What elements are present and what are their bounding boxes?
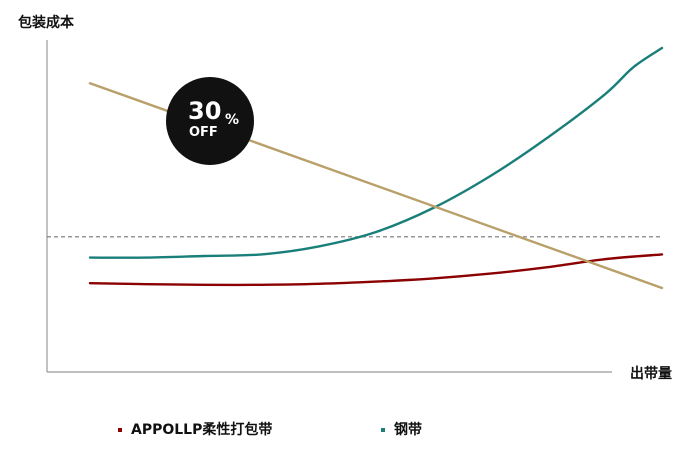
series-line-steel	[88, 46, 664, 259]
x-axis-label: 出带量	[630, 365, 672, 382]
badge-off-label: OFF	[189, 125, 218, 140]
series-layer	[88, 46, 664, 290]
badge-percent-sign: %	[225, 112, 239, 128]
legend-label-steel: 钢带	[394, 421, 422, 438]
series-line-appollp	[88, 253, 664, 287]
y-axis-label: 包装成本	[18, 14, 75, 31]
discount-badge: 30 % OFF	[166, 77, 254, 165]
badge-percent-value: 30	[188, 97, 221, 125]
legend-marker-steel	[381, 428, 385, 432]
legend-marker-appollp	[118, 428, 122, 432]
legend-label-appollp: APPOLLP柔性打包带	[131, 421, 272, 438]
legend: APPOLLP柔性打包带 钢带	[118, 421, 422, 438]
badge-circle	[166, 77, 254, 165]
